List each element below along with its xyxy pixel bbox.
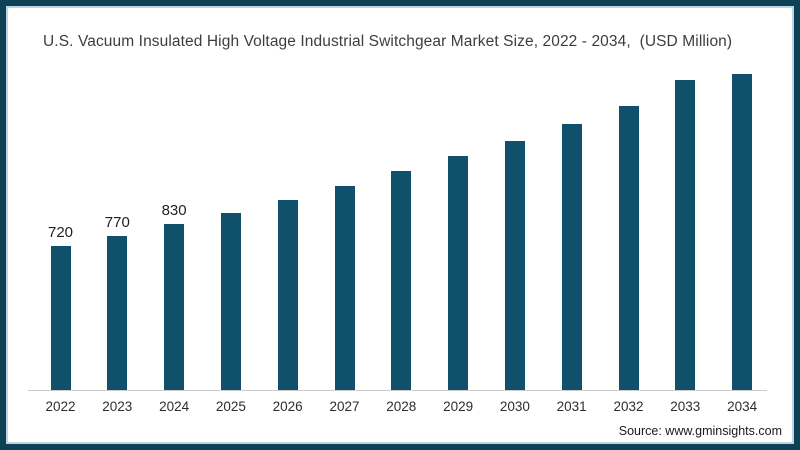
bar-2028 [391, 171, 412, 390]
x-tick-label-2031: 2031 [556, 399, 587, 414]
bar-2030 [504, 141, 525, 390]
x-tick-label-2030: 2030 [499, 399, 530, 414]
x-tick-label-2034: 2034 [727, 399, 758, 414]
bar-2034 [732, 74, 753, 390]
bar-2024 [164, 224, 185, 390]
x-tick-label-2022: 2022 [45, 399, 76, 414]
bar-2023 [107, 236, 128, 390]
bar-2033 [675, 80, 696, 390]
x-tick-label-2028: 2028 [386, 399, 417, 414]
bar-value-label-2022: 720 [47, 224, 74, 241]
x-tick-label-2029: 2029 [443, 399, 474, 414]
bar-value-label-2023: 770 [104, 214, 130, 231]
bar-2032 [618, 106, 639, 390]
bar-2026 [277, 200, 298, 390]
bar-2022 [50, 246, 71, 390]
x-tick-label-2027: 2027 [329, 399, 360, 414]
bar-value-label-2024: 830 [161, 202, 187, 219]
bar-2029 [448, 156, 469, 390]
bar-2025 [220, 213, 241, 390]
plot-area: 720 2022 770 2023 830 2024 2025 2026 2027 2028 202… [6, 6, 794, 444]
x-tick-label-2033: 2033 [670, 399, 701, 414]
x-tick-label-2023: 2023 [102, 399, 133, 414]
bar-2031 [561, 124, 582, 390]
chart-title: U.S. Vacuum Insulated High Voltage Indus… [43, 33, 733, 50]
x-tick-label-2025: 2025 [215, 399, 246, 414]
x-tick-label-2026: 2026 [272, 399, 303, 414]
x-tick-label-2032: 2032 [613, 399, 644, 414]
source-text: Source: www.gminsights.com [618, 424, 782, 438]
x-tick-label-2024: 2024 [159, 399, 190, 414]
x-axis-line [28, 390, 767, 391]
bar-2027 [334, 186, 355, 390]
